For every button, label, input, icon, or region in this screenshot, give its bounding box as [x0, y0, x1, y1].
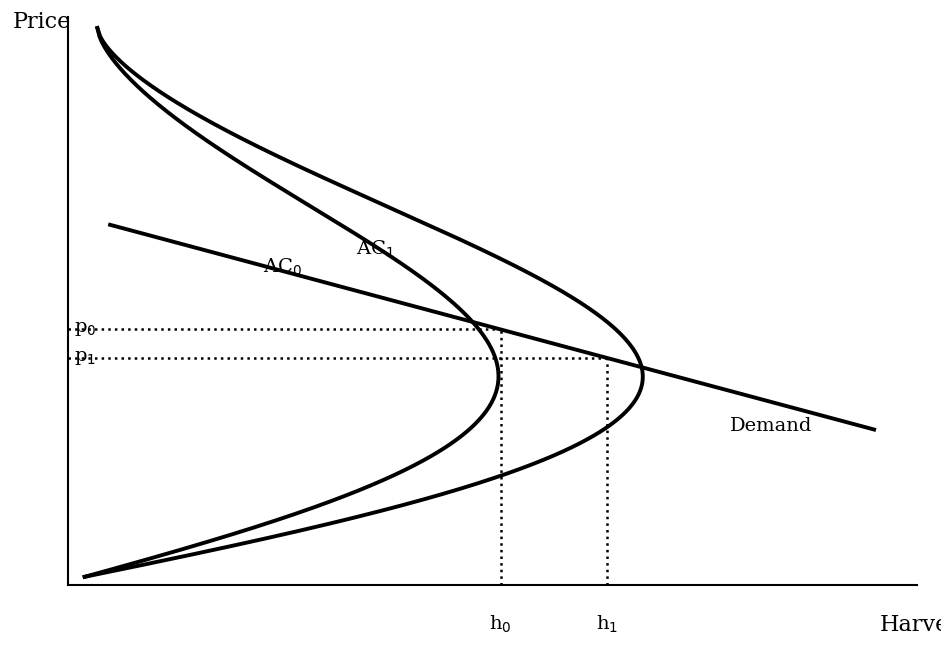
- Text: AC$_0$: AC$_0$: [263, 256, 302, 278]
- Text: p$_0$: p$_0$: [74, 321, 97, 338]
- Text: h$_0$: h$_0$: [489, 614, 512, 635]
- Y-axis label: Price: Price: [13, 11, 72, 33]
- X-axis label: Harvest: Harvest: [880, 614, 941, 636]
- Text: p$_1$: p$_1$: [74, 349, 97, 367]
- Text: AC$_1$: AC$_1$: [357, 239, 395, 260]
- Text: h$_1$: h$_1$: [596, 614, 617, 635]
- Text: Demand: Demand: [730, 417, 812, 435]
